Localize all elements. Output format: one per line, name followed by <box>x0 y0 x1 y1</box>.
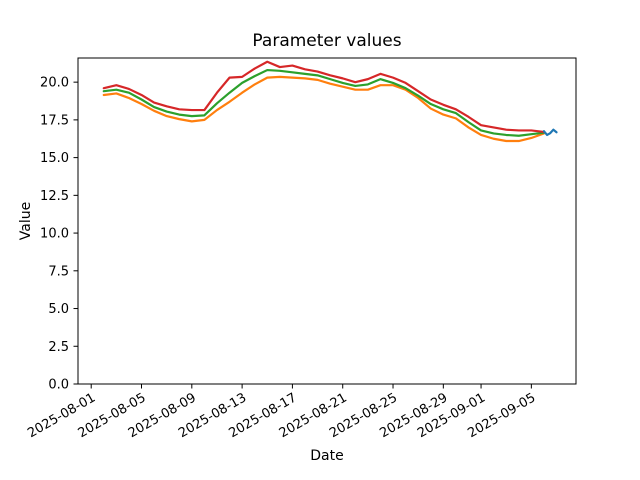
chart-title: Parameter values <box>252 31 402 51</box>
y-tick-label: 20.0 <box>40 76 69 91</box>
y-tick-label: 17.5 <box>40 113 69 128</box>
y-tick-label: 12.5 <box>40 189 69 204</box>
y-tick-label: 15.0 <box>40 151 69 166</box>
y-tick-label: 7.5 <box>48 264 69 279</box>
green-line <box>102 68 546 137</box>
x-axis-label: Date <box>310 448 344 464</box>
y-tick-label: 2.5 <box>48 340 69 355</box>
y-tick-label: 10.0 <box>40 227 69 242</box>
red-line <box>102 60 546 134</box>
y-tick-label: 0.0 <box>48 378 69 393</box>
y-axis-label: Value <box>18 201 34 241</box>
blue-line <box>542 128 558 137</box>
orange-line <box>102 75 546 143</box>
plot-border <box>77 57 577 385</box>
y-tick-label: 5.0 <box>48 302 69 317</box>
